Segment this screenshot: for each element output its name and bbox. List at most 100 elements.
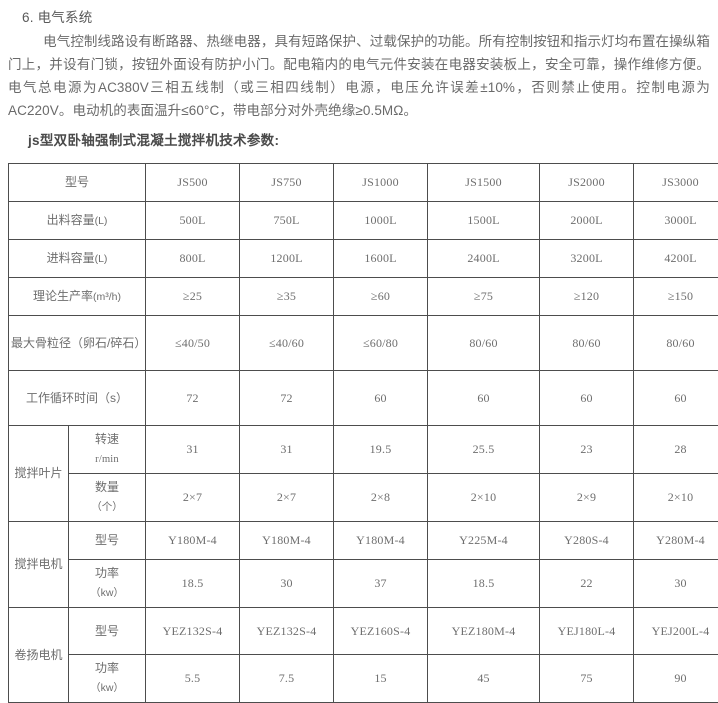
row-label-text: 进料容量	[47, 251, 95, 265]
subrow-label: 功率（kw）	[69, 560, 146, 608]
subrow-label-unit: （个）	[91, 501, 123, 513]
data-cell: YEZ132S-4	[240, 608, 334, 655]
data-cell: 2000L	[540, 202, 634, 240]
cell-model-3: JS1500	[428, 164, 540, 202]
data-cell: YEZ160S-4	[334, 608, 428, 655]
data-cell: 37	[334, 560, 428, 608]
data-cell: Y180M-4	[240, 522, 334, 560]
data-cell: 80/60	[634, 316, 718, 371]
subrow-label-text: 功率	[95, 661, 119, 675]
data-cell: 2×9	[540, 474, 634, 522]
data-cell: 30	[634, 560, 718, 608]
data-cell: 60	[334, 371, 428, 426]
table-row: 功率（kw） 5.5 7.5 15 45 75 90	[9, 655, 718, 703]
data-cell: 1000L	[334, 202, 428, 240]
spec-table: 型号 JS500 JS750 JS1000 JS1500 JS2000 JS30…	[8, 163, 718, 703]
row-label-unit: (L)	[95, 215, 108, 227]
data-cell: 22	[540, 560, 634, 608]
data-cell: 90	[634, 655, 718, 703]
table-row: 数量（个） 2×7 2×7 2×8 2×10 2×9 2×10	[9, 474, 718, 522]
row-label: 理论生产率(m³/h)	[9, 278, 146, 316]
data-cell: 25.5	[428, 426, 540, 474]
table-row: 出料容量(L) 500L 750L 1000L 1500L 2000L 3000…	[9, 202, 718, 240]
body-paragraph: 电气控制线路设有断路器、热继电器，具有短路保护、过载保护的功能。所有控制按钮和指…	[8, 30, 710, 122]
data-cell: Y180M-4	[146, 522, 240, 560]
row-label: 进料容量(L)	[9, 240, 146, 278]
data-cell: ≥75	[428, 278, 540, 316]
group-label-mixing-motor: 搅拌电机	[9, 522, 69, 608]
row-label: 出料容量(L)	[9, 202, 146, 240]
data-cell: 15	[334, 655, 428, 703]
group-label-hoist-motor: 卷扬电机	[9, 608, 69, 703]
data-cell: 18.5	[428, 560, 540, 608]
data-cell: YEZ180M-4	[428, 608, 540, 655]
table-row: 搅拌电机 型号 Y180M-4 Y180M-4 Y180M-4 Y225M-4 …	[9, 522, 718, 560]
data-cell: 31	[240, 426, 334, 474]
subrow-label-text: 转速	[95, 432, 119, 446]
table-row: 工作循环时间（s） 72 72 60 60 60 60	[9, 371, 718, 426]
data-cell: 2×10	[428, 474, 540, 522]
data-cell: 80/60	[428, 316, 540, 371]
row-label: 工作循环时间（s）	[9, 371, 146, 426]
table-row: 卷扬电机 型号 YEZ132S-4 YEZ132S-4 YEZ160S-4 YE…	[9, 608, 718, 655]
data-cell: 45	[428, 655, 540, 703]
data-cell: 30	[240, 560, 334, 608]
data-cell: 800L	[146, 240, 240, 278]
data-cell: ≥120	[540, 278, 634, 316]
subrow-label: 转速 r/min	[69, 426, 146, 474]
row-label-models: 型号	[9, 164, 146, 202]
data-cell: YEJ200L-4	[634, 608, 718, 655]
spec-table-body: 型号 JS500 JS750 JS1000 JS1500 JS2000 JS30…	[9, 164, 718, 703]
subrow-label-text: 功率	[95, 566, 119, 580]
cell-model-5: JS3000	[634, 164, 718, 202]
data-cell: ≥25	[146, 278, 240, 316]
table-row: 进料容量(L) 800L 1200L 1600L 2400L 3200L 420…	[9, 240, 718, 278]
data-cell: ≥150	[634, 278, 718, 316]
table-title: js型双卧轴强制式混凝土搅拌机技术参数:	[28, 131, 718, 151]
data-cell: ≥60	[334, 278, 428, 316]
data-cell: 1500L	[428, 202, 540, 240]
data-cell: Y280M-4	[634, 522, 718, 560]
data-cell: 75	[540, 655, 634, 703]
section-heading: 6. 电气系统	[0, 0, 718, 28]
data-cell: 19.5	[334, 426, 428, 474]
data-cell: 2×8	[334, 474, 428, 522]
subrow-label-unit: （kw）	[90, 682, 124, 694]
data-cell: 1200L	[240, 240, 334, 278]
data-cell: 2×10	[634, 474, 718, 522]
row-label-text: 理论生产率	[33, 289, 93, 303]
cell-model-4: JS2000	[540, 164, 634, 202]
table-row: 理论生产率(m³/h) ≥25 ≥35 ≥60 ≥75 ≥120 ≥150	[9, 278, 718, 316]
data-cell: YEJ180L-4	[540, 608, 634, 655]
data-cell: 1600L	[334, 240, 428, 278]
data-cell: 72	[240, 371, 334, 426]
subrow-label: 数量 （个）	[69, 474, 146, 522]
cell-model-2: JS1000	[334, 164, 428, 202]
row-label-unit: (m³/h)	[93, 291, 121, 303]
subrow-label: 型号	[69, 608, 146, 655]
subrow-label-unit: r/min	[95, 454, 119, 465]
data-cell: Y280S-4	[540, 522, 634, 560]
data-cell: ≤40/50	[146, 316, 240, 371]
subrow-label-text: 数量	[95, 480, 119, 494]
data-cell: 2400L	[428, 240, 540, 278]
subrow-label: 型号	[69, 522, 146, 560]
subrow-label: 功率 （kw）	[69, 655, 146, 703]
row-label-text: 出料容量	[47, 213, 95, 227]
row-label-unit: (L)	[95, 253, 108, 265]
table-row: 功率（kw） 18.5 30 37 18.5 22 30	[9, 560, 718, 608]
data-cell: 23	[540, 426, 634, 474]
data-cell: 60	[428, 371, 540, 426]
data-cell: 28	[634, 426, 718, 474]
data-cell: ≤60/80	[334, 316, 428, 371]
data-cell: ≥35	[240, 278, 334, 316]
row-label: 最大骨粒径（卵石/碎石）	[9, 316, 146, 371]
group-label-mixing-blade: 搅拌叶片	[9, 426, 69, 522]
data-cell: 18.5	[146, 560, 240, 608]
data-cell: ≤40/60	[240, 316, 334, 371]
cell-model-0: JS500	[146, 164, 240, 202]
data-cell: Y225M-4	[428, 522, 540, 560]
data-cell: 2×7	[146, 474, 240, 522]
